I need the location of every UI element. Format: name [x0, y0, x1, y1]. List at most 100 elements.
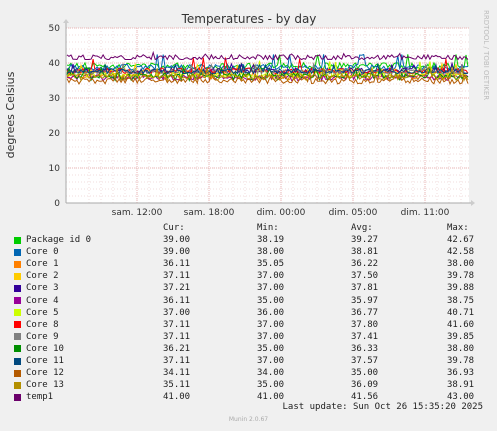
- legend-min: 35.05: [257, 259, 285, 270]
- legend-min: 35.00: [257, 295, 285, 306]
- x-tick-label: dim. 00:00: [257, 208, 306, 218]
- legend-series-name: Core 3: [26, 283, 59, 294]
- legend-swatch: [14, 272, 21, 280]
- legend-max: 38.00: [447, 259, 475, 270]
- y-tick-label: 0: [54, 199, 60, 209]
- legend-row: Core 13 35.11 35.00 36.09 38.91: [0, 379, 497, 391]
- legend-row: Core 9 37.11 37.00 37.41 39.85: [0, 331, 497, 343]
- x-tick-label: sam. 12:00: [112, 208, 163, 218]
- legend-swatch: [14, 248, 21, 256]
- legend-row: Core 1 36.11 35.05 36.22 38.00: [0, 258, 497, 270]
- legend-table: Cur: Min: Avg: Max: Package id 0 39.00 38.…: [0, 222, 497, 403]
- legend-cur: 37.21: [163, 283, 191, 294]
- legend-swatch: [14, 284, 21, 292]
- legend-avg: 37.57: [351, 356, 379, 367]
- series-line: [66, 65, 469, 83]
- x-tick-label: dim. 05:00: [329, 208, 378, 218]
- legend-max: 38.75: [447, 295, 475, 306]
- legend-swatch: [14, 369, 21, 377]
- grid: [66, 27, 469, 204]
- axes: 0 10 20 30 40 50 sam. 12:00 sam. 18:00 dim. 00:0…: [49, 19, 475, 218]
- legend-min: 37.00: [257, 331, 285, 342]
- legend-row: Core 12 34.11 34.00 35.00 36.93: [0, 367, 497, 379]
- header-min: Min:: [257, 223, 279, 233]
- legend-row: Core 5 37.00 36.00 36.77 40.71: [0, 307, 497, 319]
- chart-title: Temperatures - by day: [181, 12, 317, 26]
- legend-swatch: [14, 357, 21, 365]
- legend-cur: 35.11: [163, 380, 191, 391]
- legend-avg: 41.56: [351, 392, 379, 403]
- legend-cur: 37.11: [163, 331, 191, 342]
- legend-series-name: Core 9: [26, 331, 59, 342]
- legend-row: Core 3 37.21 37.00 37.81 39.88: [0, 282, 497, 294]
- legend-max: 39.78: [447, 271, 475, 282]
- chart: Temperatures - by day degrees Celsius RR…: [4, 10, 490, 218]
- legend-cur: 36.11: [163, 295, 191, 306]
- legend-swatch: [14, 321, 21, 329]
- legend-max: 38.91: [447, 380, 475, 391]
- legend-series-name: Package id 0: [26, 235, 92, 246]
- legend-min: 37.00: [257, 319, 285, 330]
- legend-cur: 37.11: [163, 319, 191, 330]
- legend-avg: 39.27: [351, 235, 379, 246]
- legend-series-name: Core 10: [26, 343, 64, 354]
- legend-row: Core 11 37.11 37.00 37.57 39.78: [0, 355, 497, 367]
- legend-cur: 36.11: [163, 259, 191, 270]
- legend-series-name: Core 13: [26, 380, 64, 391]
- legend-min: 38.00: [257, 247, 285, 258]
- legend-series-name: Core 11: [26, 356, 64, 367]
- legend-swatch: [14, 236, 21, 244]
- legend-swatch: [14, 309, 21, 317]
- legend-cur: 41.00: [163, 392, 191, 403]
- legend-cur: 37.11: [163, 271, 191, 282]
- legend-row: temp1 41.00 41.00 41.56 43.00: [0, 391, 497, 403]
- plot-area: [66, 28, 469, 203]
- legend-avg: 37.50: [351, 271, 379, 282]
- legend-min: 35.00: [257, 343, 285, 354]
- legend-max: 39.85: [447, 331, 475, 342]
- legend-swatch: [14, 345, 21, 353]
- y-tick-label: 40: [49, 59, 61, 69]
- series-line: [66, 50, 469, 61]
- series-line: [66, 57, 469, 76]
- legend-avg: 37.81: [351, 283, 379, 294]
- legend-series-name: Core 5: [26, 307, 59, 318]
- legend-row: Core 0 39.00 38.00 38.81 42.58: [0, 246, 497, 258]
- legend-cur: 34.11: [163, 368, 191, 379]
- y-tick-label: 30: [49, 94, 61, 104]
- legend-swatch: [14, 260, 21, 268]
- legend-max: 41.60: [447, 319, 475, 330]
- series-line: [66, 66, 469, 83]
- legend-min: 37.00: [257, 283, 285, 294]
- legend-swatch: [14, 297, 21, 305]
- legend-min: 37.00: [257, 356, 285, 367]
- header-max: Max:: [447, 223, 469, 233]
- legend-row: Package id 0 39.00 38.19 39.27 42.67: [0, 234, 497, 246]
- legend-avg: 36.09: [351, 380, 379, 391]
- legend-header: Cur: Min: Avg: Max:: [0, 222, 497, 234]
- series-line: [66, 62, 469, 75]
- legend-row: Core 8 37.11 37.00 37.80 41.60: [0, 319, 497, 331]
- legend-swatch: [14, 393, 21, 401]
- legend-row: Core 2 37.11 37.00 37.50 39.78: [0, 270, 497, 282]
- legend-series-name: Core 4: [26, 295, 59, 306]
- legend-max: 39.88: [447, 283, 475, 294]
- y-axis-arrow: [63, 19, 69, 23]
- legend-avg: 37.41: [351, 331, 379, 342]
- x-axis-arrow: [471, 200, 475, 206]
- rrdtool-credit: RRDTOOL / TOBI OETIKER: [482, 10, 490, 100]
- legend-series-name: Core 0: [26, 247, 59, 258]
- legend-min: 34.00: [257, 368, 285, 379]
- legend-avg: 36.77: [351, 307, 379, 318]
- legend-swatch: [14, 381, 21, 389]
- legend-max: 42.67: [447, 235, 475, 246]
- legend-max: 39.78: [447, 356, 475, 367]
- legend-avg: 35.00: [351, 368, 379, 379]
- legend-series-name: Core 1: [26, 259, 59, 270]
- legend-cur: 39.00: [163, 235, 191, 246]
- series-lines: [66, 50, 469, 86]
- legend-cur: 37.00: [163, 307, 191, 318]
- legend-cur: 39.00: [163, 247, 191, 258]
- x-tick-label: dim. 11:00: [401, 208, 450, 218]
- last-update: Last update: Sun Oct 26 15:35:20 2025: [282, 402, 483, 412]
